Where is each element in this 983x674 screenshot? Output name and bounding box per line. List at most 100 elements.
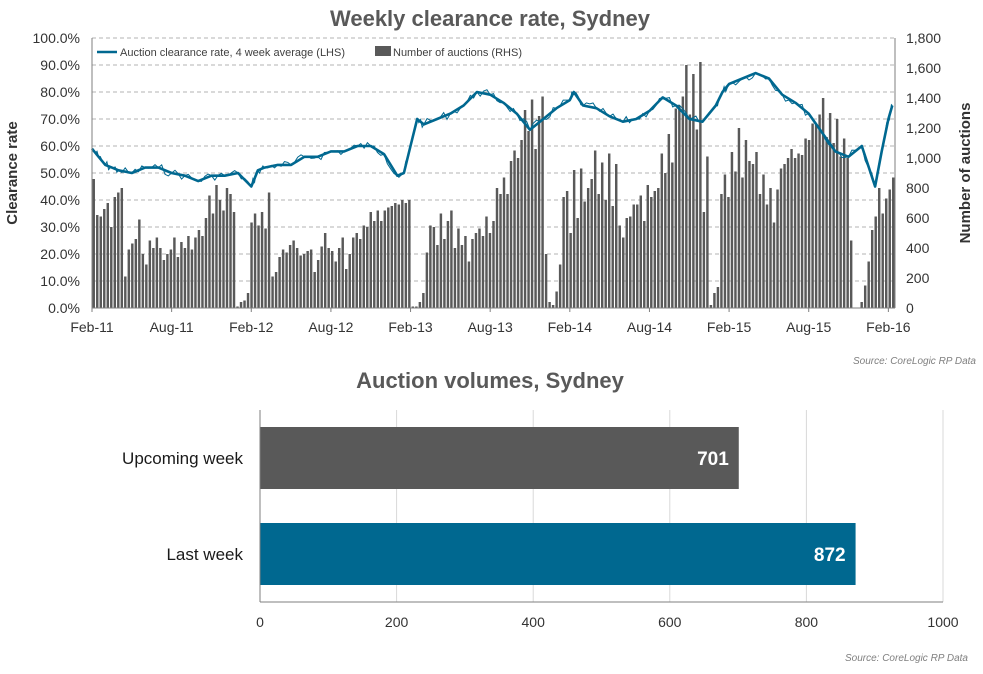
y2-axis-label: Number of auctions — [957, 103, 974, 244]
y2-tick-label: 200 — [906, 270, 930, 286]
auction-bar — [516, 158, 520, 308]
source-note-2: Source: CoreLogic RP Data — [845, 653, 968, 664]
y-tick-label: 50.0% — [40, 165, 80, 181]
auction-bar — [706, 156, 709, 308]
auction-bar — [180, 242, 183, 308]
auction-bar — [418, 302, 422, 308]
auction-bar — [874, 216, 877, 308]
auction-bar — [541, 96, 544, 308]
auction-bar — [330, 251, 334, 308]
auction-bar — [348, 254, 351, 308]
auction-bar — [408, 200, 411, 308]
y-tick-label: 30.0% — [40, 219, 80, 235]
volume-bar — [260, 523, 856, 585]
auction-bar — [436, 245, 439, 308]
auction-bar — [443, 239, 446, 308]
auction-bar — [292, 240, 295, 308]
auction-bar — [285, 252, 288, 308]
auction-bar — [404, 203, 408, 308]
volume-bars: Upcoming week 701 Last week 872 — [122, 427, 856, 585]
auction-bar — [215, 185, 218, 308]
chart-title-2: Auction volumes, Sydney — [356, 368, 624, 393]
auction-bar — [352, 237, 355, 308]
auction-bar — [548, 302, 551, 308]
auction-bar — [758, 194, 762, 308]
y-tick-label: 90.0% — [40, 57, 80, 73]
auction-bar — [748, 161, 751, 308]
y2-tick-label: 1,800 — [906, 30, 941, 46]
auction-bar — [267, 192, 271, 308]
auction-bar — [832, 143, 835, 308]
auction-bar — [110, 227, 113, 308]
auction-bar — [323, 233, 327, 308]
y-tick-label: 100.0% — [33, 30, 80, 46]
auction-bar — [892, 177, 895, 308]
auction-bar — [197, 230, 201, 308]
auction-bar — [313, 272, 316, 308]
auction-bar — [376, 210, 380, 308]
y2-tick-label: 0 — [906, 300, 914, 316]
auction-bar — [783, 164, 786, 308]
auction-bar — [688, 114, 692, 308]
legend-bar-label: Number of auctions (RHS) — [393, 47, 522, 59]
auction-bar — [485, 216, 488, 308]
auction-bar — [681, 96, 685, 308]
auction-bar — [632, 204, 635, 308]
auction-bar — [499, 194, 502, 308]
auction-bar — [257, 225, 260, 308]
value-tick-label: 800 — [795, 614, 819, 630]
auction-bar — [639, 195, 642, 308]
auction-bar — [92, 179, 95, 308]
auction-bar — [309, 249, 313, 308]
category-label: Last week — [166, 545, 243, 564]
auction-bar — [243, 300, 246, 308]
auction-bar — [579, 168, 583, 308]
auction-bar — [120, 188, 124, 308]
auction-bar — [527, 131, 530, 308]
auction-bar — [366, 227, 369, 308]
auction-bar — [685, 65, 688, 308]
bar-value-label: 701 — [697, 449, 729, 470]
y-axis-label: Clearance rate — [4, 121, 21, 224]
auction-bar — [281, 249, 285, 308]
auction-bar — [425, 252, 429, 308]
auction-bar — [769, 188, 772, 308]
x-tick-label: Aug-13 — [468, 319, 513, 335]
y2-tick-label: 1,000 — [906, 150, 941, 166]
auction-bar — [643, 221, 646, 308]
auction-bar — [239, 302, 243, 308]
auction-bar — [734, 171, 737, 308]
auction-bar — [741, 177, 744, 308]
auction-bar — [306, 251, 309, 308]
auction-bar — [695, 129, 699, 308]
y2-tick-label: 400 — [906, 240, 930, 256]
auction-bar — [208, 195, 211, 308]
auction-bar — [793, 158, 797, 308]
y2-axis-ticks: 0 200 400 600 800 1,000 1,200 1,400 1,600 1,800 — [906, 30, 941, 316]
value-tick-label: 0 — [256, 614, 264, 630]
y2-tick-label: 600 — [906, 210, 930, 226]
auction-bar — [590, 179, 593, 308]
legend-bar-swatch — [375, 46, 391, 56]
auction-bar — [730, 152, 734, 308]
bar-value-label: 872 — [814, 545, 846, 566]
auction-bar — [804, 138, 807, 308]
auction-bar — [821, 98, 825, 308]
auction-bar — [222, 210, 225, 308]
clearance-rate-chart: Weekly clearance rate, Sydney 0.0% 10.0% 2… — [4, 6, 976, 367]
auction-bar — [709, 305, 713, 308]
auction-bar — [572, 170, 576, 308]
auction-bar — [860, 302, 863, 308]
auction-bar — [881, 213, 884, 308]
auction-bar — [467, 261, 471, 308]
auction-bar — [155, 237, 159, 308]
auction-bar — [839, 156, 842, 308]
auction-bar — [615, 164, 618, 308]
auction-bar — [600, 162, 604, 308]
y-tick-label: 10.0% — [40, 273, 80, 289]
auction-bar — [825, 137, 828, 308]
auction-bar — [720, 194, 723, 308]
auction-bar — [751, 164, 755, 308]
auction-bar — [159, 248, 162, 308]
